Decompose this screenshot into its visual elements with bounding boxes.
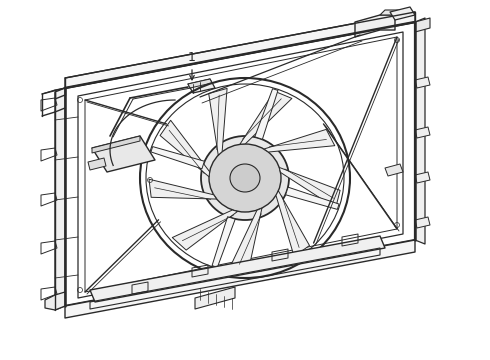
Polygon shape [195, 287, 235, 309]
Polygon shape [415, 127, 430, 138]
Polygon shape [92, 136, 155, 172]
Polygon shape [55, 88, 65, 310]
Polygon shape [240, 91, 292, 144]
Polygon shape [65, 12, 415, 88]
Polygon shape [188, 79, 215, 93]
Polygon shape [160, 120, 210, 177]
Polygon shape [212, 217, 235, 267]
Ellipse shape [201, 136, 289, 220]
Polygon shape [390, 7, 415, 20]
Ellipse shape [230, 164, 260, 192]
Polygon shape [415, 18, 430, 32]
Polygon shape [415, 18, 425, 244]
Polygon shape [149, 179, 217, 199]
Polygon shape [209, 89, 227, 155]
Polygon shape [188, 79, 212, 88]
Polygon shape [286, 187, 339, 210]
Polygon shape [92, 136, 140, 153]
Polygon shape [415, 77, 430, 88]
Polygon shape [385, 164, 403, 176]
Polygon shape [151, 147, 204, 169]
Polygon shape [415, 217, 430, 228]
Text: 1: 1 [188, 50, 196, 63]
Polygon shape [90, 236, 385, 302]
Polygon shape [276, 191, 310, 256]
Polygon shape [65, 240, 415, 318]
Polygon shape [415, 172, 430, 183]
Polygon shape [255, 89, 278, 139]
Ellipse shape [209, 144, 281, 212]
Polygon shape [264, 129, 335, 152]
Polygon shape [230, 208, 262, 269]
Polygon shape [380, 10, 400, 15]
Polygon shape [45, 292, 65, 310]
Polygon shape [88, 158, 106, 170]
Polygon shape [279, 167, 340, 208]
Polygon shape [355, 15, 395, 37]
Polygon shape [172, 210, 238, 250]
